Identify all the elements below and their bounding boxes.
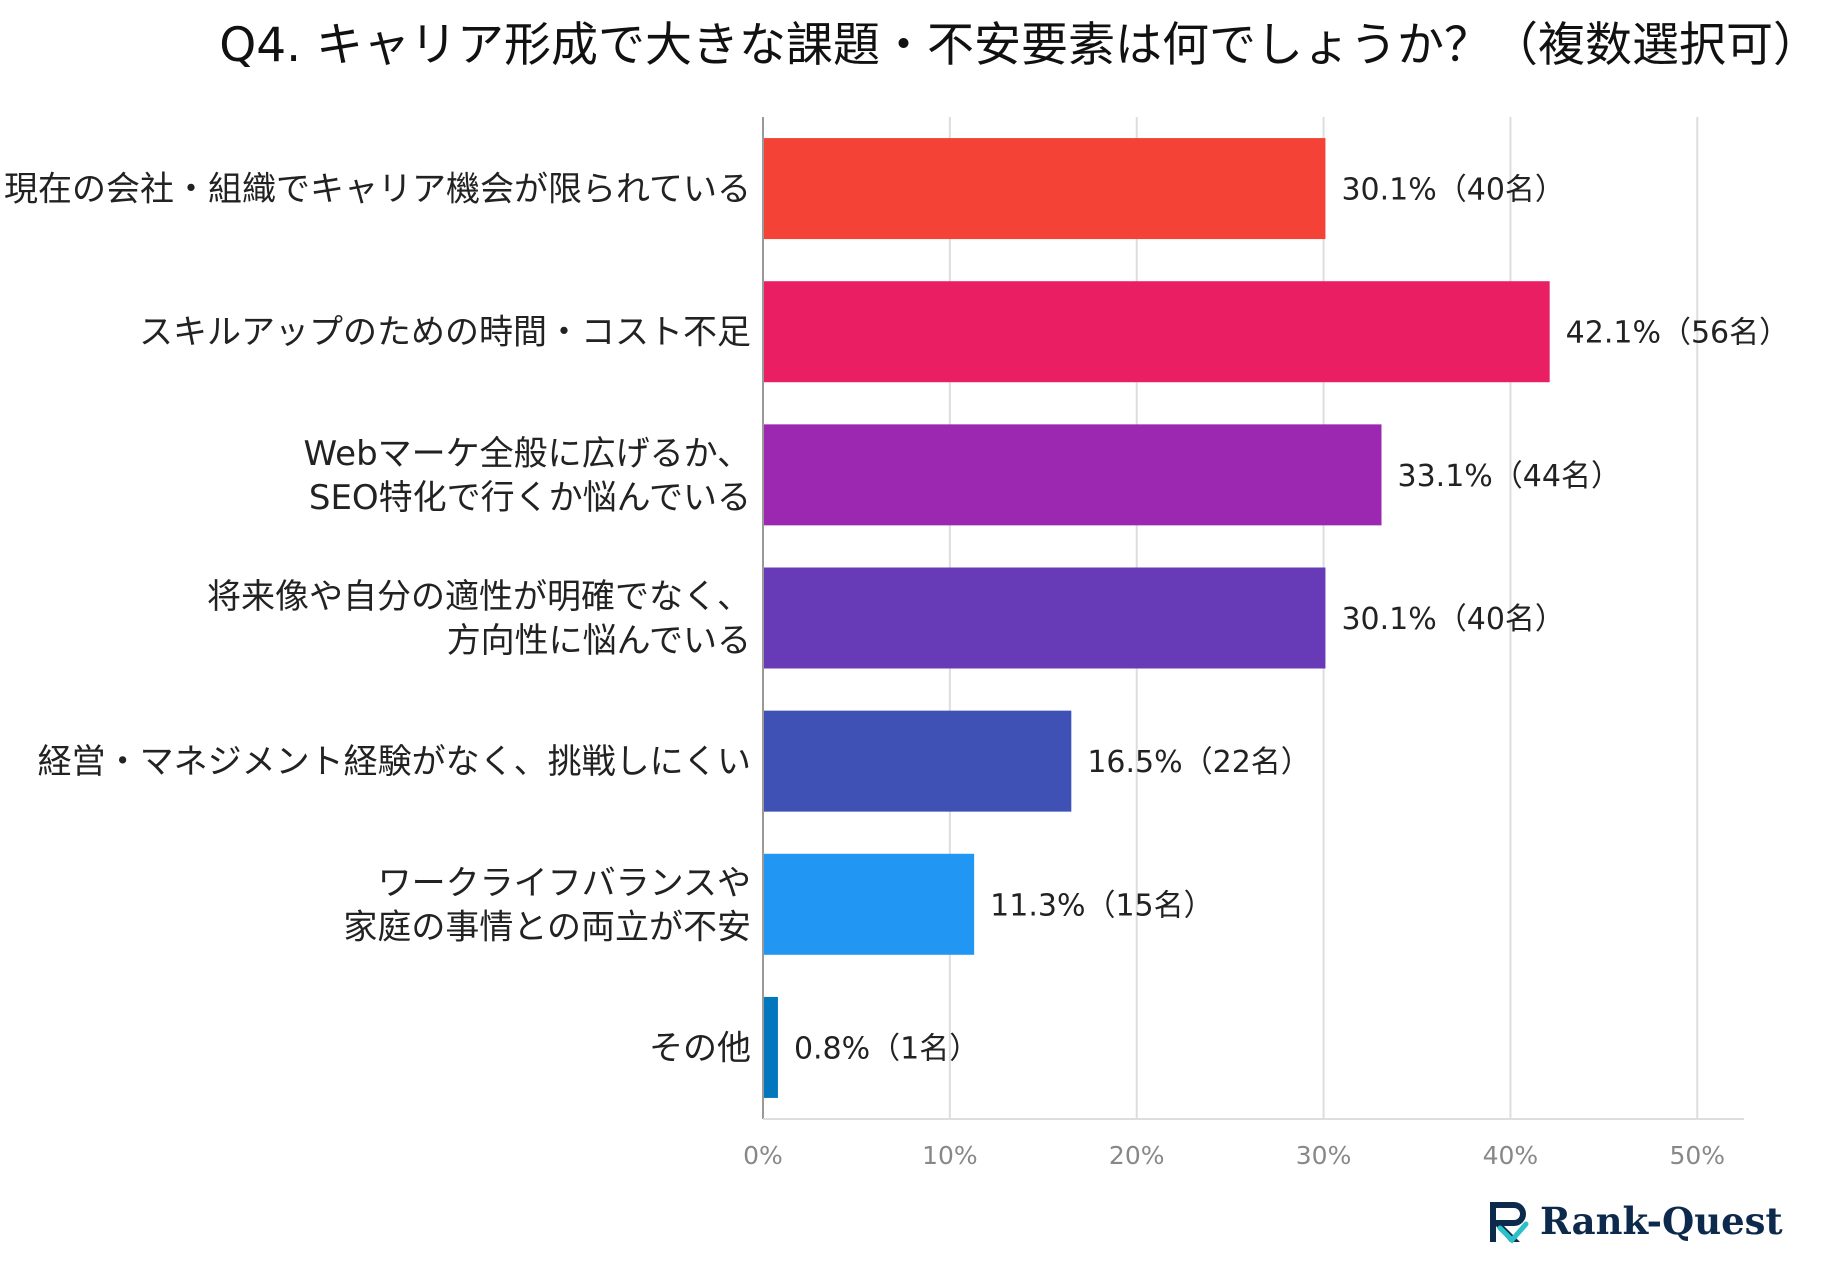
x-tick-label: 40%: [1483, 1141, 1539, 1170]
data-label: 30.1%（40名）: [1341, 602, 1564, 637]
x-tick-label: 50%: [1669, 1141, 1725, 1170]
bars: [763, 138, 1550, 1098]
rank-quest-logo-icon: [1490, 1202, 1529, 1244]
data-label: 33.1%（44名）: [1397, 459, 1620, 494]
x-tick-label: 10%: [922, 1141, 978, 1170]
category-label: 経営・マネジメント経験がなく、挑戦しにくい: [38, 742, 751, 782]
category-label: 現在の会社・組織でキャリア機会が限られている: [4, 170, 751, 210]
category-label: 方向性に悩んでいる: [447, 621, 751, 661]
data-label: 11.3%（15名）: [990, 888, 1213, 923]
bar: [763, 424, 1382, 526]
brand-name: Rank-Quest: [1540, 1199, 1783, 1243]
data-label: 42.1%（56名）: [1566, 316, 1789, 351]
bar: [763, 281, 1550, 383]
category-label: ワークライフバランスや: [378, 863, 751, 903]
bar: [763, 138, 1326, 240]
category-label: Webマーケ全般に広げるか、: [304, 434, 751, 474]
x-tick-label: 0%: [743, 1141, 783, 1170]
chart-title: Q4. キャリア形成で大きな課題・不安要素は何でしょうか？（複数選択可）: [219, 18, 1820, 73]
data-label: 16.5%（22名）: [1087, 745, 1310, 780]
bar: [763, 853, 975, 955]
bar: [763, 567, 1326, 669]
axes: 0% 10% 20% 30% 40% 50%: [743, 117, 1744, 1170]
category-label: 将来像や自分の適性が明確でなく、: [207, 577, 751, 617]
data-label: 0.8%（1名）: [794, 1031, 979, 1066]
labels: 30.1%（40名） 現在の会社・組織でキャリア機会が限られている 42.1%（56…: [4, 170, 1789, 1069]
brand-logo: Rank-Quest: [1486, 1196, 1783, 1246]
category-label: その他: [649, 1028, 751, 1068]
bar: [763, 710, 1072, 812]
category-label: 家庭の事情との両立が不安: [343, 907, 751, 947]
category-label: スキルアップのための時間・コスト不足: [139, 313, 751, 353]
bar: [763, 996, 778, 1098]
x-tick-label: 30%: [1296, 1141, 1352, 1170]
category-label: SEO特化で行くか悩んでいる: [309, 478, 751, 518]
data-label: 30.1%（40名）: [1341, 173, 1564, 208]
x-tick-label: 20%: [1109, 1141, 1165, 1170]
